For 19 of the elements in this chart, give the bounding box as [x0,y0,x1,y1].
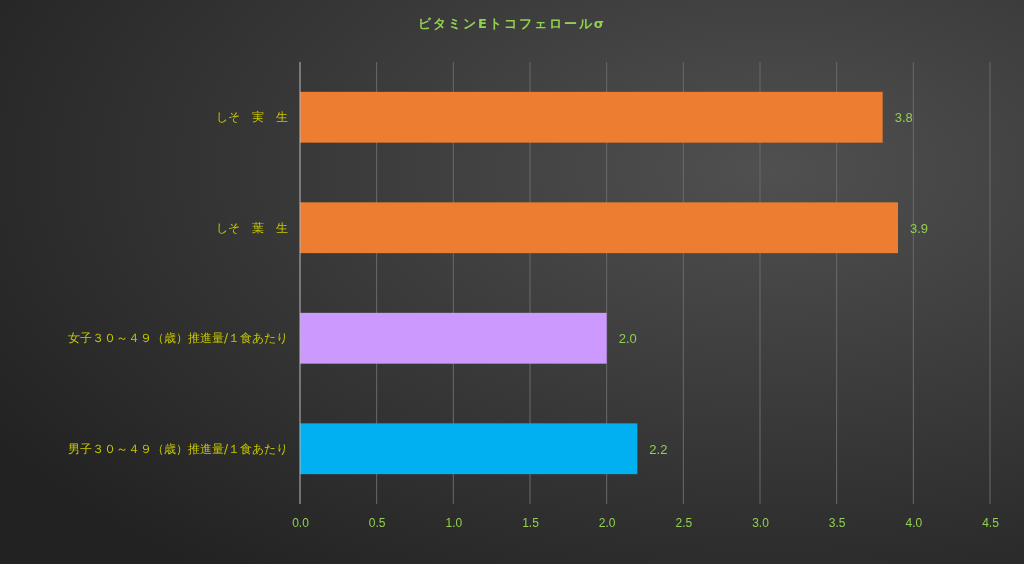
x-tick-label: 1.5 [522,515,540,530]
x-tick-label: 2.5 [675,515,693,530]
data-label: 3.9 [910,220,929,236]
y-tick-label: 女子３０～４９（歳）推進量/１食あたり [67,331,288,346]
y-tick-label: 男子３０～４９（歳）推進量/１食あたり [67,441,288,456]
x-tick-label: 1.0 [445,515,463,530]
x-tick-label: 2.0 [598,515,616,530]
x-tick-label: 3.5 [828,515,846,530]
data-label: 3.8 [894,110,913,126]
x-tick-label: 4.0 [905,515,923,530]
x-tick-label: 3.0 [752,515,770,530]
chart-title: ビタミンEトコフェロールσ [417,16,607,31]
y-tick-label: しそ 実 生 [216,110,288,125]
x-tick-label: 0.5 [368,515,386,530]
x-tick-label: 0.0 [292,515,310,530]
x-tick-label: 4.5 [982,515,1000,530]
data-label: 2.0 [618,331,637,347]
data-label: 2.2 [649,441,668,457]
y-tick-label: しそ 葉 生 [216,220,288,235]
